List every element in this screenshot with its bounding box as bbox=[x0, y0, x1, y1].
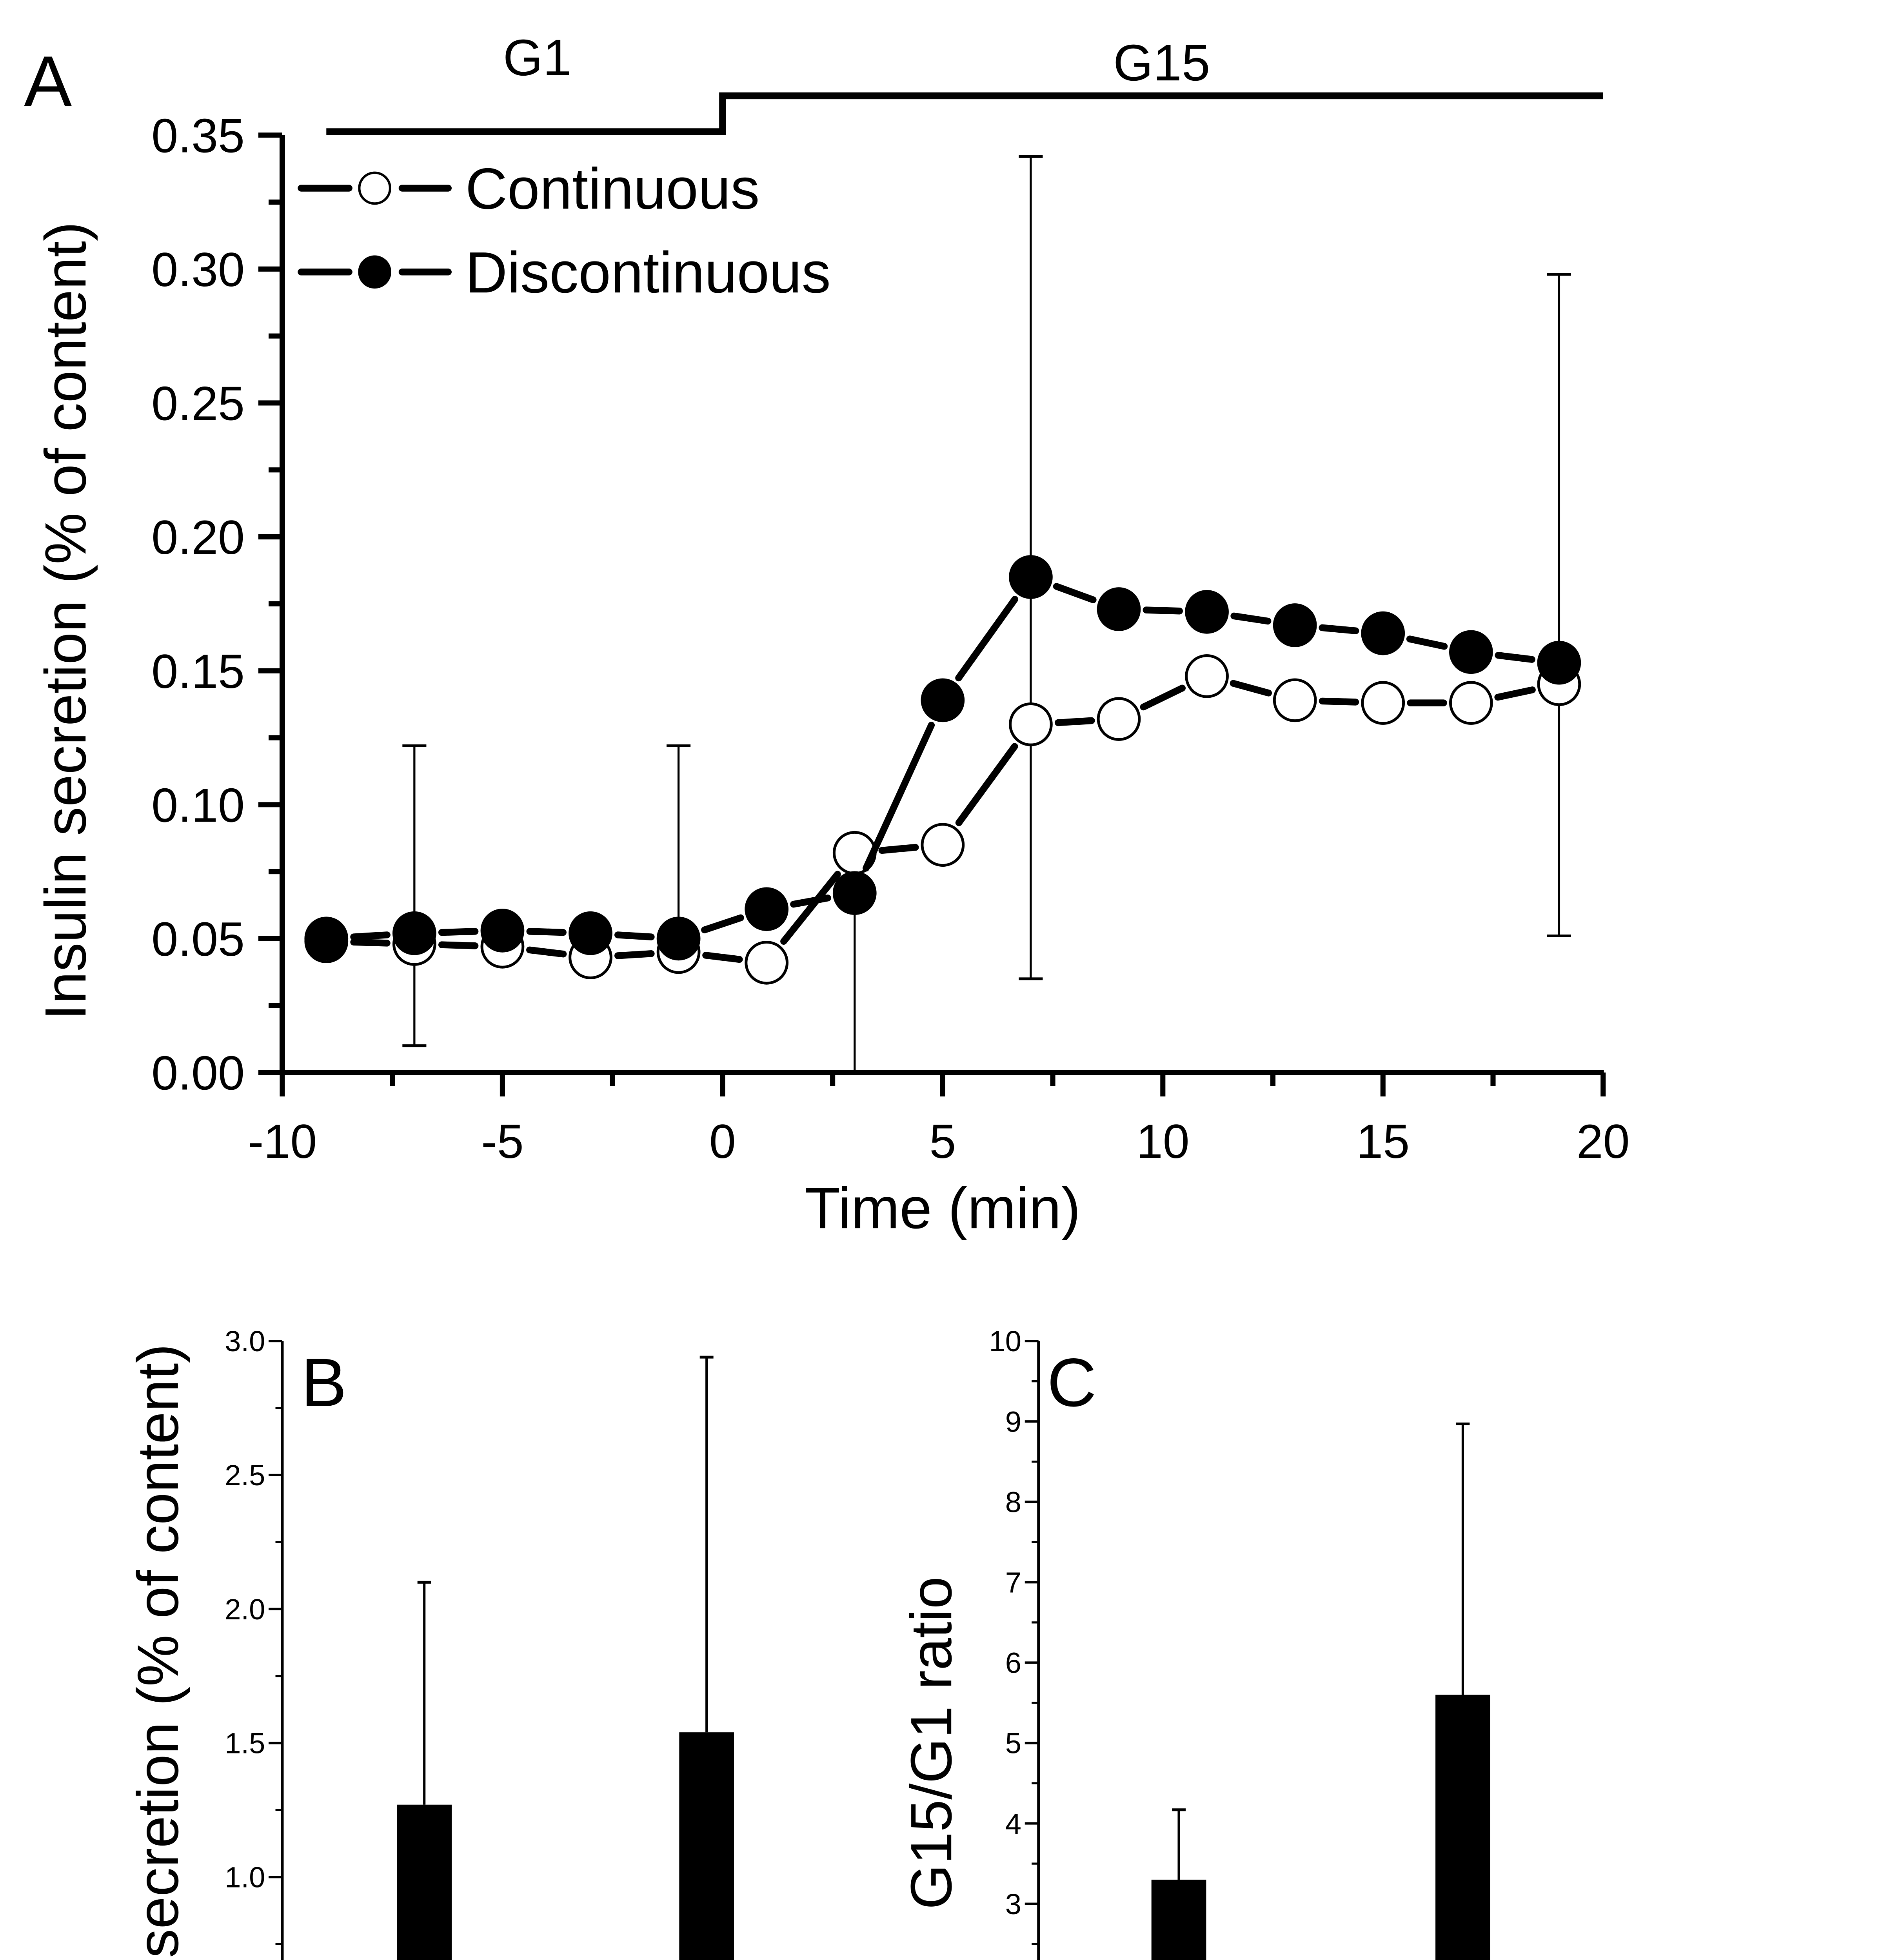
discontinuous-data-point bbox=[1185, 590, 1229, 634]
x-tick-label-a: 15 bbox=[1356, 1114, 1410, 1168]
continuous-data-point bbox=[1449, 681, 1493, 725]
x-tick-label-a: 20 bbox=[1577, 1114, 1630, 1168]
continuous-line-segment bbox=[780, 871, 841, 945]
x-tick-label-a: 5 bbox=[929, 1114, 956, 1168]
continuous-data-point bbox=[1185, 654, 1229, 698]
continuous-data-point bbox=[745, 941, 789, 985]
continuous-line-segment bbox=[1054, 717, 1095, 726]
y-tick-label-a: 0.15 bbox=[151, 644, 245, 698]
continuous-line-segment bbox=[350, 938, 391, 947]
x-axis-title-a: Time (min) bbox=[805, 1176, 1081, 1241]
discontinuous-data-point bbox=[832, 871, 877, 915]
discontinuous-data-point bbox=[745, 887, 789, 931]
x-tick-label-a: 10 bbox=[1136, 1114, 1190, 1168]
x-tick-label-a: -5 bbox=[481, 1114, 524, 1168]
y-tick-label-b: 1.5 bbox=[225, 1727, 265, 1760]
legend-discontinuous-label: Discontinuous bbox=[465, 240, 831, 305]
condition-label-g1: G1 bbox=[503, 29, 572, 86]
discontinuous-line-segment bbox=[1143, 606, 1183, 615]
y-tick-label-b: 2.0 bbox=[225, 1593, 265, 1626]
discontinuous-line-segment bbox=[1319, 624, 1359, 634]
discontinuous-data-point bbox=[921, 678, 965, 722]
y-axis-title-b: Insulin secretion (% of content) bbox=[126, 1344, 191, 1960]
discontinuous-data-point bbox=[569, 911, 612, 955]
y-tick-label-c: 9 bbox=[1005, 1405, 1021, 1438]
bar-b bbox=[679, 1732, 734, 1960]
continuous-data-point bbox=[1009, 702, 1053, 746]
continuous-data-point bbox=[1273, 678, 1317, 722]
x-tick-label-a: -10 bbox=[248, 1114, 317, 1168]
discontinuous-data-point bbox=[1361, 611, 1405, 655]
condition-label-g15: G15 bbox=[1113, 34, 1210, 91]
discontinuous-line-segment bbox=[790, 895, 831, 908]
y-tick-label-c: 4 bbox=[1005, 1808, 1021, 1840]
discontinuous-line-segment bbox=[526, 928, 567, 936]
y-tick-label-b: 2.5 bbox=[225, 1459, 265, 1492]
continuous-data-point bbox=[1361, 681, 1405, 725]
discontinuous-data-point bbox=[480, 909, 525, 953]
continuous-line-segment bbox=[614, 950, 655, 959]
discontinuous-line-segment bbox=[1053, 583, 1097, 603]
continuous-line-segment bbox=[526, 946, 567, 958]
discontinuous-line-segment bbox=[955, 596, 1019, 682]
continuous-line-segment bbox=[1230, 680, 1272, 697]
discontinuous-data-point bbox=[1273, 603, 1317, 647]
x-tick-label-a: 0 bbox=[709, 1114, 736, 1168]
y-axis-title-c: G15/G1 ratio bbox=[899, 1577, 964, 1909]
discontinuous-line-segment bbox=[614, 931, 655, 940]
discontinuous-line-segment bbox=[1495, 652, 1535, 663]
discontinuous-line-segment bbox=[350, 931, 391, 940]
y-tick-label-a: 0.05 bbox=[151, 912, 245, 966]
y-tick-label-a: 0.25 bbox=[151, 377, 245, 430]
y-tick-label-a: 0.35 bbox=[151, 109, 245, 162]
continuous-line-segment bbox=[955, 743, 1018, 826]
y-tick-label-b: 1.0 bbox=[225, 1861, 265, 1894]
panel-label-b: B bbox=[301, 1344, 347, 1421]
panel-label-a: A bbox=[24, 41, 72, 122]
legend-continuous-marker bbox=[358, 171, 391, 205]
discontinuous-data-point bbox=[1009, 555, 1053, 599]
y-tick-label-a: 0.20 bbox=[151, 510, 245, 564]
y-tick-label-c: 5 bbox=[1005, 1727, 1021, 1760]
legend-discontinuous-marker bbox=[358, 255, 391, 289]
y-tick-label-c: 3 bbox=[1005, 1888, 1021, 1920]
y-tick-label-c: 6 bbox=[1005, 1647, 1021, 1679]
bar-c bbox=[1435, 1695, 1490, 1960]
discontinuous-data-point bbox=[656, 916, 701, 961]
discontinuous-data-point bbox=[1097, 587, 1141, 631]
discontinuous-data-point bbox=[1449, 630, 1493, 674]
continuous-data-point bbox=[921, 823, 965, 867]
legend-continuous-label: Continuous bbox=[465, 156, 760, 221]
condition-step-line bbox=[326, 92, 1603, 135]
y-tick-label-c: 7 bbox=[1005, 1566, 1021, 1599]
discontinuous-line-segment bbox=[863, 722, 935, 872]
y-tick-label-b: 3.0 bbox=[225, 1325, 265, 1357]
continuous-line-segment bbox=[702, 952, 743, 963]
bar-c bbox=[1151, 1880, 1206, 1960]
discontinuous-data-point bbox=[392, 911, 436, 955]
y-tick-label-a: 0.10 bbox=[151, 778, 245, 832]
panel-label-c: C bbox=[1047, 1344, 1097, 1421]
continuous-line-segment bbox=[1319, 697, 1359, 706]
y-tick-label-a: 0.30 bbox=[151, 243, 245, 296]
y-tick-label-a: 0.00 bbox=[151, 1046, 245, 1100]
y-tick-label-c: 8 bbox=[1005, 1486, 1021, 1518]
discontinuous-line-segment bbox=[438, 928, 479, 936]
discontinuous-line-segment bbox=[701, 914, 744, 933]
continuous-line-segment bbox=[878, 844, 919, 854]
continuous-data-point bbox=[1097, 697, 1141, 741]
y-axis-title-a: Insulin secretion (% of content) bbox=[33, 222, 98, 1020]
discontinuous-line-segment bbox=[1230, 612, 1272, 625]
discontinuous-data-point bbox=[304, 916, 349, 961]
continuous-line-segment bbox=[438, 941, 479, 949]
y-tick-label-c: 10 bbox=[989, 1325, 1022, 1357]
discontinuous-line-segment bbox=[1406, 635, 1448, 650]
continuous-line-segment bbox=[1494, 686, 1536, 701]
continuous-line-segment bbox=[1140, 684, 1186, 711]
bar-b bbox=[397, 1804, 452, 1960]
discontinuous-data-point bbox=[1537, 641, 1581, 685]
